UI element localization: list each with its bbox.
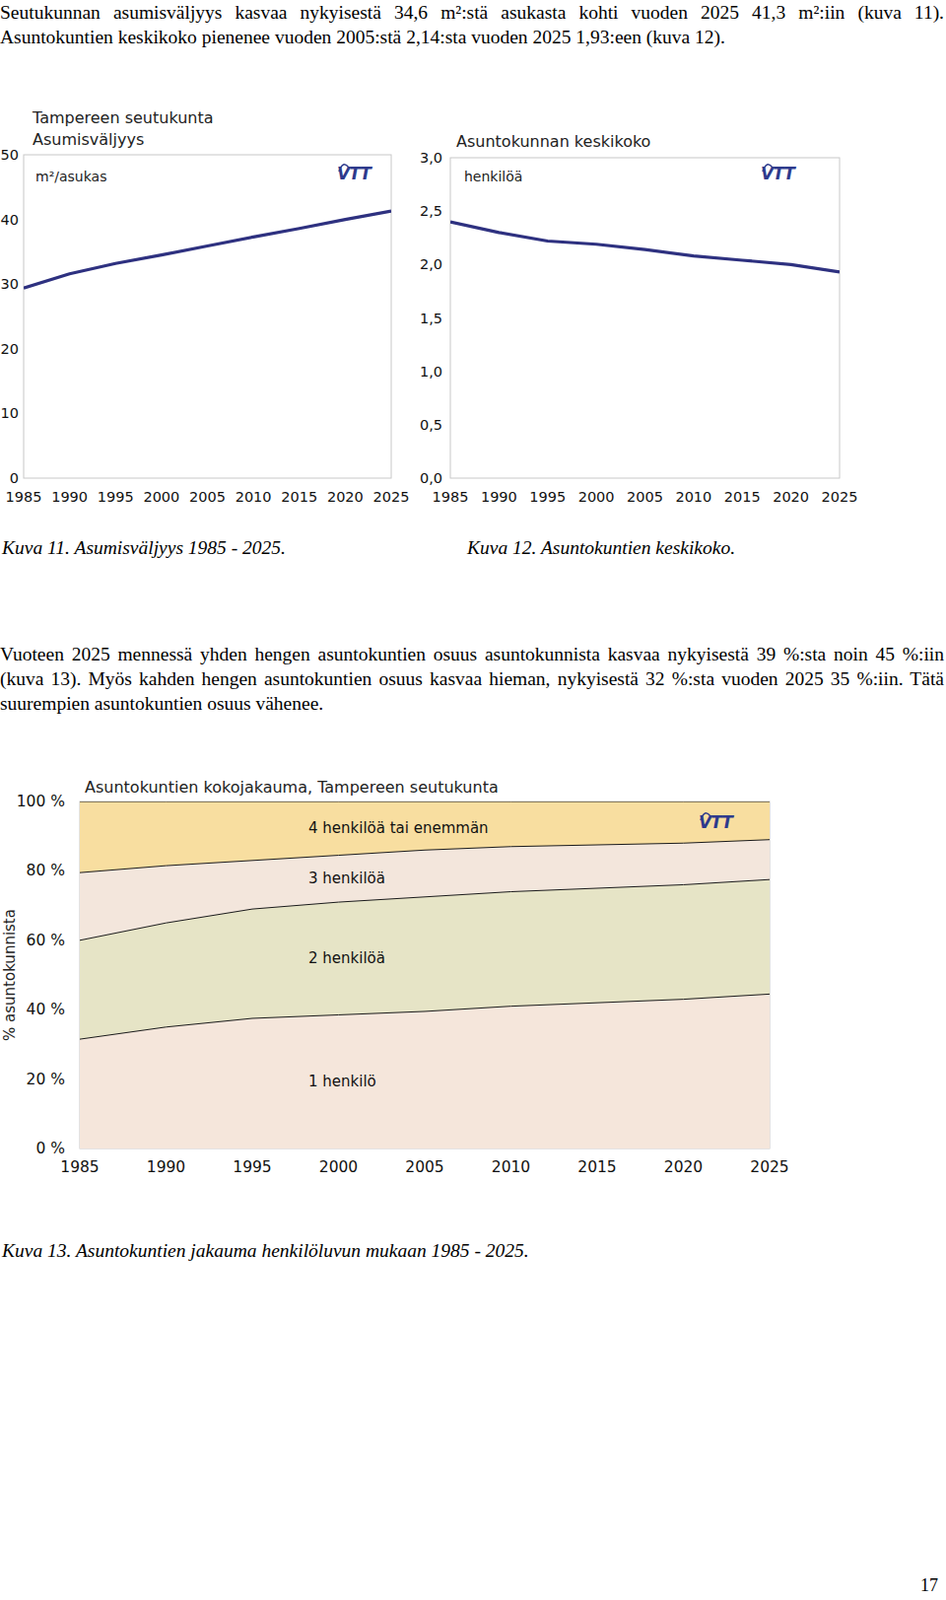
x-tick-label: 2005 <box>189 488 226 505</box>
x-tick-label: 2015 <box>577 1157 616 1176</box>
x-tick-label: 1985 <box>60 1157 99 1176</box>
caption: Kuva 12. Asuntokuntien keskikoko. <box>467 537 736 559</box>
x-tick-label: 1995 <box>529 488 566 505</box>
logo: VTT <box>698 811 735 832</box>
x-tick-label: 2010 <box>235 488 272 505</box>
plot-frame <box>450 157 840 478</box>
x-tick-label: 1995 <box>97 488 135 505</box>
title: Tampereen seutukunta <box>31 108 214 128</box>
chart: 1 henkilö 2 henkilöä 3 henkilöä 4 henkilöä … <box>0 777 790 1176</box>
area-boundary <box>79 993 770 1039</box>
x-tick-label: 2025 <box>373 488 410 505</box>
y-tick-label: 0,0 <box>419 470 443 486</box>
logo: VTT <box>760 163 797 184</box>
x-tick-label: 2020 <box>772 488 810 505</box>
y-tick-label: 2,0 <box>419 256 443 272</box>
title: Asuntokunnan keskikoko <box>456 132 651 151</box>
line <box>23 210 392 288</box>
x-tick-label: 2020 <box>664 1157 703 1176</box>
chart: 0 10 20 30 40 50 1985 1990 1995 2000 2005 2010 2015 2… <box>0 108 410 505</box>
y-tick-label: 0,5 <box>419 416 443 433</box>
series-label: 2 henkilöä <box>308 948 386 967</box>
y-tick-label: 0 % <box>35 1139 66 1157</box>
x-tick-label: 1990 <box>51 488 88 505</box>
plot-frame <box>23 154 392 478</box>
y-tick-label: 3,0 <box>419 149 443 166</box>
x-tick-label: 1985 <box>432 488 470 505</box>
page-number: 17 <box>920 1574 939 1596</box>
data-group <box>450 221 840 272</box>
x-tick-label: 1990 <box>480 488 518 505</box>
y-tick-label: 40 % <box>26 1000 66 1018</box>
data-group <box>23 210 392 288</box>
x-tick-label: 2000 <box>319 1157 358 1176</box>
title: Asuntokuntien kokojakauma, Tampereen seu… <box>84 777 499 797</box>
x-tick-label: 2025 <box>749 1157 789 1176</box>
x-tick-label: 1985 <box>5 488 43 505</box>
subtitle: Asumisväljyys <box>32 130 144 149</box>
logo: VTT <box>337 163 373 184</box>
caption: Kuva 11. Asumisväljyys 1985 - 2025. <box>1 537 286 559</box>
series-label: 4 henkilöä tai enemmän <box>308 818 489 837</box>
x-tick-label: 2020 <box>327 488 364 505</box>
y-tick-label: 1,5 <box>419 310 443 327</box>
y-axis-label: % asuntokunnista <box>0 908 19 1041</box>
x-tick-label: 2025 <box>821 488 859 505</box>
page-graphics: 0 10 20 30 40 50 1985 1990 1995 2000 2005 2010 2015 2… <box>0 0 946 1600</box>
y-tick-label: 10 <box>0 405 19 421</box>
x-tick-label: 1990 <box>146 1157 186 1176</box>
data-group <box>79 801 770 1149</box>
y-tick-label: 1,0 <box>419 363 443 380</box>
y-tick-label: 80 % <box>26 861 66 879</box>
x-tick-label: 2000 <box>578 488 615 505</box>
y-axis-label: m²/asukas <box>35 168 107 185</box>
paragraph: Vuoteen 2025 mennessä yhden hengen asunt… <box>0 641 945 716</box>
line <box>450 221 840 272</box>
series-label: 3 henkilöä <box>308 869 386 887</box>
series-label: 1 henkilö <box>308 1072 377 1090</box>
x-tick-label: 2005 <box>405 1157 444 1176</box>
area <box>79 801 770 873</box>
y-tick-label: 60 % <box>26 931 66 949</box>
plot-frame <box>79 801 770 1149</box>
x-tick-label: 2005 <box>626 488 664 505</box>
x-tick-label: 2015 <box>280 488 318 505</box>
x-tick-label: 2010 <box>491 1157 531 1176</box>
y-tick-label: 30 <box>0 275 19 292</box>
y-tick-label: 20 % <box>26 1070 66 1088</box>
x-tick-label: 2000 <box>142 488 180 505</box>
x-tick-label: 1995 <box>232 1157 271 1176</box>
y-tick-label: 20 <box>0 340 19 357</box>
caption: Kuva 13. Asuntokuntien jakauma henkilölu… <box>1 1239 530 1262</box>
y-tick-label: 40 <box>0 211 19 228</box>
y-tick-label: 50 <box>0 146 19 163</box>
chart: 0,0 0,5 1,0 1,5 2,0 2,5 3,0 1985 1990 1995 2000 200… <box>419 132 859 505</box>
area-boundary <box>79 878 770 941</box>
paragraph: Seutukunnan asumisväljyys kasvaa nykyise… <box>0 0 945 50</box>
x-tick-label: 2015 <box>724 488 761 505</box>
y-axis-label: henkilöä <box>464 168 523 185</box>
y-tick-label: 2,5 <box>419 202 443 219</box>
y-tick-label: 100 % <box>16 792 66 811</box>
area-boundary <box>79 801 770 803</box>
area-boundary <box>79 839 770 873</box>
y-tick-label: 0 <box>9 470 19 486</box>
x-tick-label: 2010 <box>675 488 712 505</box>
